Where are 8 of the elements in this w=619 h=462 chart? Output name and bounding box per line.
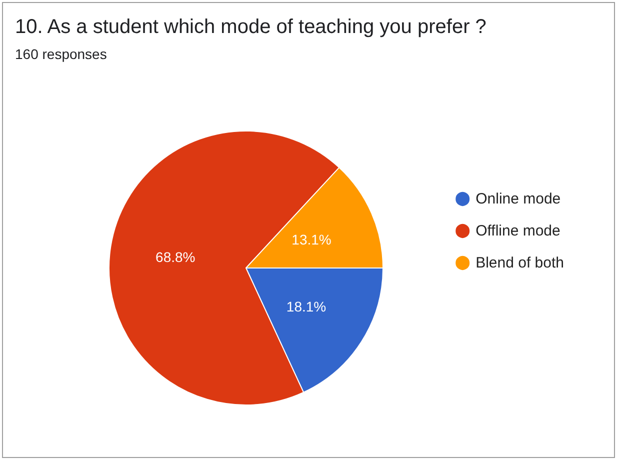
chart-subtitle: 160 responses — [15, 46, 107, 62]
chart-title: 10. As a student which mode of teaching you prefer ? — [15, 16, 486, 38]
data-label: 18.1% — [286, 298, 326, 314]
data-label: 13.1% — [292, 231, 332, 248]
legend-label: Offline mode — [476, 222, 560, 240]
legend-label: Online mode — [476, 190, 561, 208]
data-label: 68.8% — [156, 248, 196, 265]
legend-label: Blend of both — [476, 254, 564, 272]
